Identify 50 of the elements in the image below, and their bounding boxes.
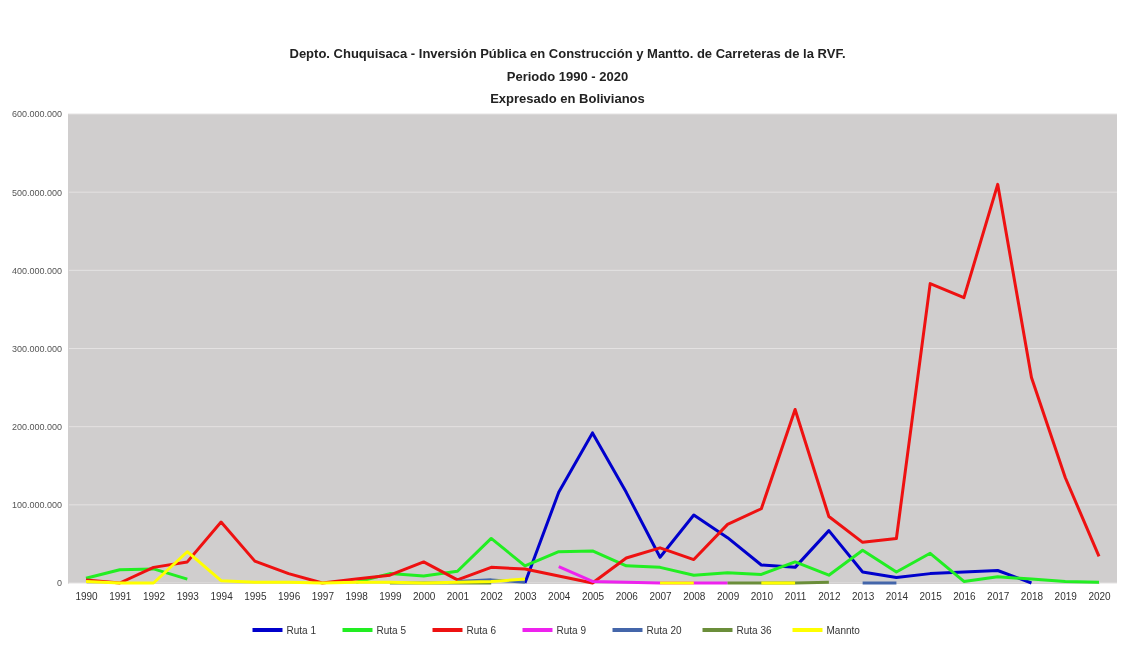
y-tick-label: 200.000.000 — [11, 422, 62, 433]
x-tick-label: 2002 — [480, 591, 504, 603]
legend-label: Ruta 6 — [466, 625, 497, 636]
legend-label: Ruta 20 — [646, 625, 682, 636]
x-tick-label: 2010 — [750, 591, 774, 603]
x-tick-label: 2014 — [885, 591, 909, 603]
x-tick-label: 1997 — [311, 591, 335, 603]
x-tick-label: 2011 — [784, 591, 807, 603]
chart-title: Depto. Chuquisaca - Inversión Pública en Construcción y Mantto. de Carreteras de la RVF. — [289, 46, 846, 61]
x-tick-label: 2013 — [852, 591, 875, 603]
x-tick-label: 2008 — [683, 591, 706, 603]
y-tick-label: 100.000.000 — [11, 500, 62, 511]
x-tick-label: 2020 — [1088, 591, 1112, 603]
y-tick-label: 600.000.000 — [11, 109, 62, 120]
x-tick-label: 1995 — [244, 591, 267, 603]
x-tick-label: 2004 — [548, 591, 571, 603]
y-tick-label: 500.000.000 — [11, 187, 62, 198]
line-series — [84, 182, 1101, 585]
y-tick-label: 0 — [56, 578, 62, 589]
legend-label: Ruta 9 — [556, 625, 587, 636]
x-tick-label: 2000 — [413, 591, 436, 603]
x-tick-label: 2016 — [953, 591, 976, 603]
x-tick-label: 2017 — [987, 591, 1010, 603]
y-tick-label: 300.000.000 — [11, 343, 62, 354]
x-tick-label: 1992 — [142, 591, 166, 603]
line-series — [523, 431, 1033, 585]
legend-label: Mannto — [826, 625, 861, 636]
x-tick-label: 2009 — [716, 591, 740, 603]
x-tick-label: 2006 — [615, 591, 639, 603]
legend-label: Ruta 1 — [286, 625, 317, 636]
y-tick-label: 400.000.000 — [11, 265, 62, 276]
x-tick-label: 2019 — [1054, 591, 1078, 603]
x-tick-label: 1996 — [277, 591, 301, 603]
text: Expresado en Bolivianos — [490, 91, 645, 106]
x-tick-label: 2003 — [514, 591, 538, 603]
legend-label: Ruta 5 — [376, 625, 407, 636]
x-tick-label: 1993 — [176, 591, 200, 603]
x-tick-label: 2001 — [446, 591, 470, 603]
x-tick-label: 1994 — [210, 591, 234, 603]
x-tick-label: 1991 — [109, 591, 132, 603]
x-tick-label: 1999 — [379, 591, 402, 603]
text: Periodo 1990 - 2020 — [506, 69, 629, 84]
x-tick-label: 1998 — [345, 591, 369, 603]
x-tick-label: 2015 — [919, 591, 943, 603]
x-tick-label: 2007 — [649, 591, 673, 603]
x-tick-label: 1990 — [75, 591, 99, 603]
legend-label: Ruta 36 — [736, 625, 772, 636]
x-tick-label: 2012 — [818, 591, 841, 603]
x-tick-label: 2005 — [581, 591, 605, 603]
x-tick-label: 2018 — [1020, 591, 1044, 603]
